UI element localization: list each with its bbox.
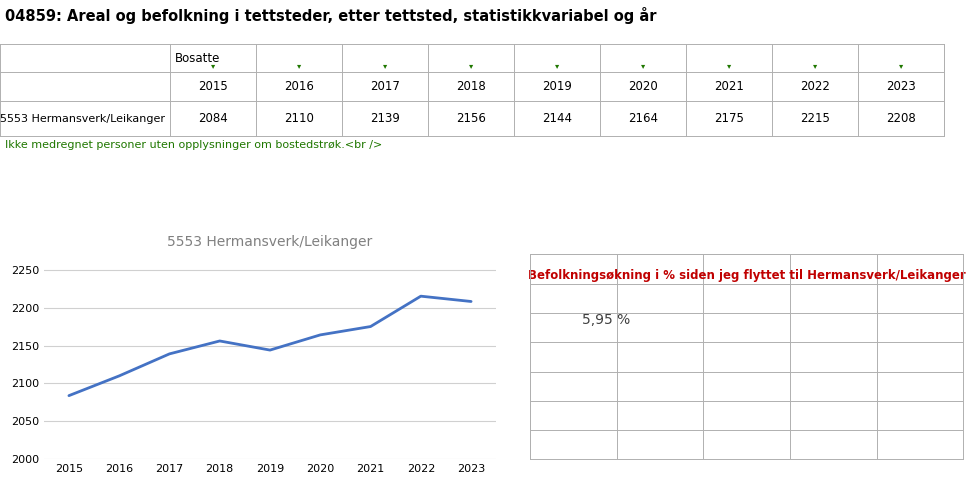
Text: ▾: ▾ [469, 61, 473, 70]
Text: 2139: 2139 [370, 112, 400, 125]
Text: 2018: 2018 [456, 80, 486, 93]
Text: ▾: ▾ [899, 61, 903, 70]
Text: 2144: 2144 [542, 112, 572, 125]
Text: 2164: 2164 [628, 112, 658, 125]
Text: ▾: ▾ [641, 61, 645, 70]
Text: 2110: 2110 [284, 112, 314, 125]
Text: ▾: ▾ [297, 61, 302, 70]
Text: 2215: 2215 [800, 112, 830, 125]
Text: 04859: Areal og befolkning i tettsteder, etter tettsted, statistikkvariabel og å: 04859: Areal og befolkning i tettsteder,… [5, 7, 657, 24]
Text: 2019: 2019 [542, 80, 572, 93]
Text: 2023: 2023 [886, 80, 916, 93]
Text: 2017: 2017 [370, 80, 400, 93]
Text: Ikke medregnet personer uten opplysninger om bostedstrøk.<br />: Ikke medregnet personer uten opplysninge… [5, 140, 382, 150]
Text: 5,95 %: 5,95 % [582, 313, 631, 327]
Text: 2022: 2022 [800, 80, 830, 93]
Text: 5553 Hermansverk/Leikanger: 5553 Hermansverk/Leikanger [0, 114, 165, 124]
Text: 2020: 2020 [629, 80, 658, 93]
Text: 2015: 2015 [198, 80, 228, 93]
Text: Befolkningsøkning i % siden jeg flyttet til Hermansverk/Leikanger: Befolkningsøkning i % siden jeg flyttet … [528, 269, 965, 282]
Text: ▾: ▾ [727, 61, 731, 70]
Text: 2175: 2175 [714, 112, 744, 125]
Text: 2084: 2084 [198, 112, 228, 125]
Text: Bosatte: Bosatte [175, 51, 221, 65]
Text: 2016: 2016 [284, 80, 314, 93]
Text: ▾: ▾ [812, 61, 817, 70]
Text: 2021: 2021 [714, 80, 744, 93]
Text: 2156: 2156 [456, 112, 486, 125]
Title: 5553 Hermansverk/Leikanger: 5553 Hermansverk/Leikanger [167, 235, 373, 249]
Text: 2208: 2208 [886, 112, 916, 125]
Text: ▾: ▾ [211, 61, 215, 70]
Text: ▾: ▾ [555, 61, 559, 70]
Text: ▾: ▾ [383, 61, 387, 70]
